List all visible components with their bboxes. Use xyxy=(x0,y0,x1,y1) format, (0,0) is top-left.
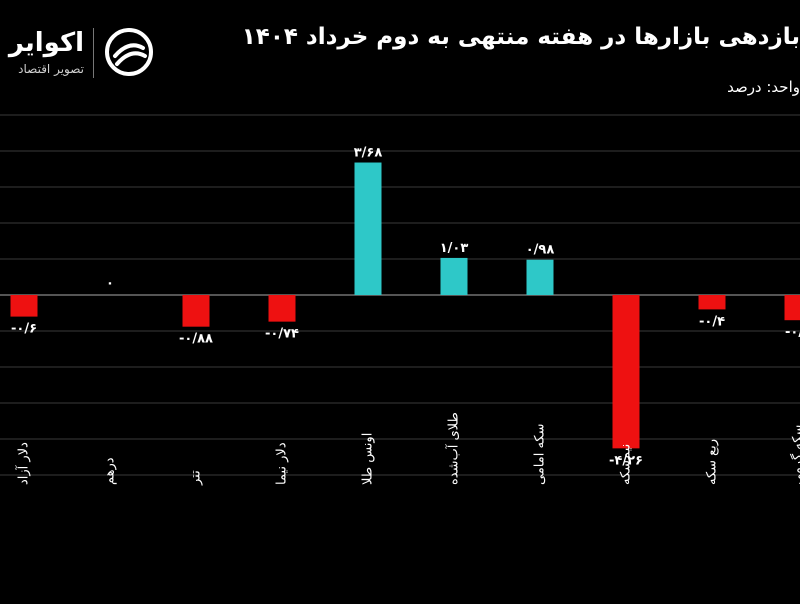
bar xyxy=(441,258,468,295)
data-label: -۰/۸۸ xyxy=(179,332,213,347)
unit-label: واحد: درصد xyxy=(500,78,800,96)
chart-title: بازدهی بازارها در هفته منتهی به دوم خردا… xyxy=(200,24,800,50)
data-label: ۰ xyxy=(106,276,114,291)
data-label: ۰/۹۸ xyxy=(526,243,555,258)
bar xyxy=(183,295,210,327)
brand-name: اکوایر xyxy=(0,28,84,58)
category-label: درهم xyxy=(103,457,118,485)
category-label: ربع سکه xyxy=(705,439,720,485)
data-label: -۰/۴ xyxy=(699,314,725,329)
data-label: ۳/۶۸ xyxy=(354,146,383,161)
category-label: دلار نیما xyxy=(275,442,290,485)
data-label: -۰/۷ xyxy=(785,325,800,340)
data-label: ۱/۰۳ xyxy=(440,241,469,256)
bar xyxy=(355,163,382,295)
category-label: سکه امامی xyxy=(533,423,548,485)
brand-tagline: تصویر اقتصاد xyxy=(0,62,84,76)
bar xyxy=(527,260,554,295)
bar xyxy=(11,295,38,317)
bar xyxy=(269,295,296,322)
category-label: تتر xyxy=(189,470,204,486)
bar xyxy=(699,295,726,309)
category-label: اونس طلا xyxy=(361,433,376,485)
brand-logo-icon xyxy=(103,26,155,78)
category-label: نیم‌سکه xyxy=(619,444,634,485)
category-label: طلای آب‌شده xyxy=(445,412,462,485)
category-label: سکه گرمی xyxy=(790,425,800,485)
category-label: دلار آزاد xyxy=(15,442,32,485)
bar xyxy=(613,295,640,448)
data-label: -۰/۶ xyxy=(11,322,37,337)
bar xyxy=(785,295,800,320)
data-label: -۰/۷۴ xyxy=(265,327,299,342)
brand-divider xyxy=(93,28,94,78)
